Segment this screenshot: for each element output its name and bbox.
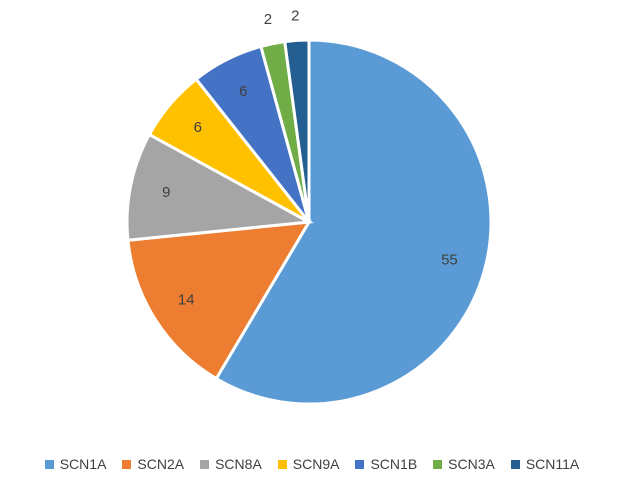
data-label: 55 <box>441 251 458 268</box>
pie-slice <box>126 220 312 381</box>
pie-slice <box>125 132 314 242</box>
legend-label: SCN2A <box>137 456 185 472</box>
legend-swatch <box>433 459 443 469</box>
legend-swatch <box>355 459 365 469</box>
legend-swatch <box>122 459 132 469</box>
legend-swatch <box>510 459 520 469</box>
legend-item: SCN2A <box>122 456 184 472</box>
pie-slice <box>283 38 311 223</box>
data-label: 6 <box>239 83 247 100</box>
chart: 55 14 9 6 6 2 2 <box>125 7 493 406</box>
data-label: 14 <box>178 291 195 308</box>
legend-item: SCN8A <box>200 456 262 472</box>
legend-item: SCN3A <box>433 456 495 472</box>
pie-slice <box>214 38 493 406</box>
legend-swatch <box>44 459 54 469</box>
legend-item: SCN1A <box>44 456 107 472</box>
legend-swatch <box>200 459 210 469</box>
legend-label: SCN3A <box>448 456 495 472</box>
legend-label: SCN1B <box>370 456 418 472</box>
legend-label: SCN9A <box>292 456 340 472</box>
legend-label: SCN11A <box>525 456 580 472</box>
legend-swatch <box>277 459 287 469</box>
legend-label: SCN1A <box>59 456 107 472</box>
data-label: 2 <box>291 7 299 24</box>
legend: SCN1A SCN2A SCN8A SCN9A SCN1B SCN3A SCN11A <box>0 456 624 472</box>
legend-item: SCN1B <box>355 456 417 472</box>
legend-item: SCN11A <box>510 456 580 472</box>
data-label: 6 <box>194 119 202 136</box>
data-label: 9 <box>162 184 170 201</box>
legend-label: SCN8A <box>215 456 262 472</box>
legend-item: SCN9A <box>277 456 340 472</box>
data-label: 2 <box>264 11 272 28</box>
